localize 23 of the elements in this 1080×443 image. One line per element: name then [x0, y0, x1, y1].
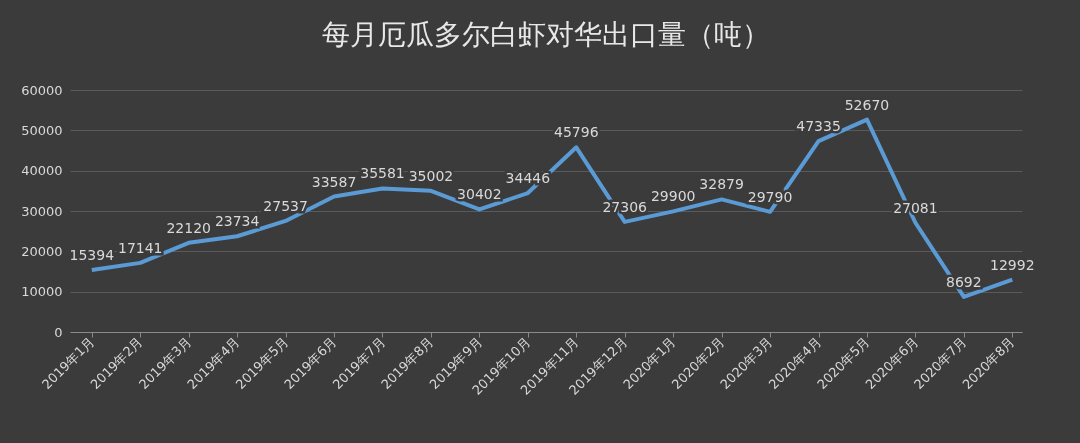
y-tick-label: 30000: [21, 203, 63, 219]
data-label: 15394: [69, 246, 115, 263]
data-label: 17141: [117, 239, 163, 256]
y-tick-label: 0: [54, 324, 63, 340]
y-tick-label: 50000: [21, 122, 63, 138]
data-label: 35581: [360, 165, 405, 182]
data-label: 35002: [408, 167, 454, 184]
data-label: 47335: [796, 118, 841, 135]
data-label: 27537: [263, 197, 308, 214]
data-label: 12992: [990, 256, 1035, 273]
data-label: 23734: [214, 213, 260, 230]
data-label: 33587: [311, 173, 357, 190]
y-tick-label: 40000: [21, 163, 63, 179]
data-label: 30402: [457, 186, 502, 203]
data-label: 22120: [166, 219, 211, 236]
y-tick-label: 60000: [21, 82, 63, 98]
data-label: 29900: [650, 188, 696, 205]
data-label: 45796: [554, 124, 599, 141]
data-label: 52670: [844, 96, 890, 113]
chart-title: 每月厄瓜多尔白虾对华出口量（吨）: [322, 18, 770, 51]
data-label: 32879: [699, 176, 744, 193]
y-tick-label: 20000: [21, 243, 63, 259]
y-tick-label: 10000: [21, 284, 63, 300]
